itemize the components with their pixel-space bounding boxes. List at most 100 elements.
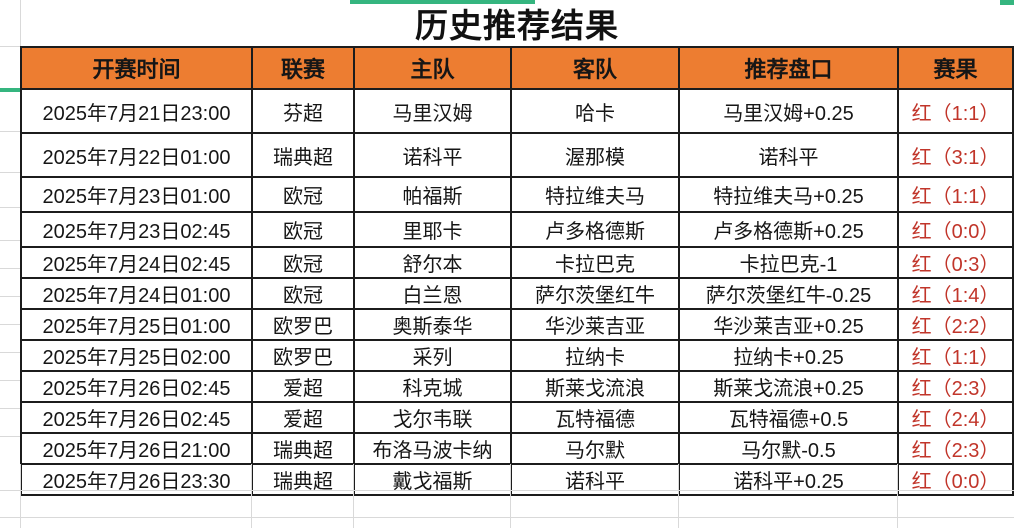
cell-handicap[interactable]: 特拉维夫马+0.25 (678, 176, 899, 213)
cell-kickoff-time[interactable]: 2025年7月26日21:00 (20, 432, 253, 465)
gridline (510, 464, 511, 528)
gridline (0, 46, 20, 47)
column-header-away-team[interactable]: 客队 (510, 46, 680, 90)
cell-league[interactable]: 芬超 (251, 88, 355, 134)
cell-home-team[interactable]: 白兰恩 (353, 277, 512, 310)
cell-result[interactable]: 红（2:4） (897, 401, 1014, 434)
cell-away-team[interactable]: 瓦特福德 (510, 401, 680, 434)
cell-home-team[interactable]: 舒尔本 (353, 246, 512, 279)
selection-border-segment (0, 88, 20, 92)
cell-home-team[interactable]: 帕福斯 (353, 176, 512, 213)
column-header-home-team[interactable]: 主队 (353, 46, 512, 90)
cell-league[interactable]: 欧罗巴 (251, 339, 355, 372)
cell-result[interactable]: 红（2:3） (897, 432, 1014, 465)
cell-result[interactable]: 红（0:3） (897, 246, 1014, 279)
gridline (0, 517, 1014, 518)
gridline (897, 464, 898, 528)
cell-home-team[interactable]: 科克城 (353, 370, 512, 403)
gridline (0, 324, 20, 325)
table-row: 2025年7月24日01:00 欧冠 白兰恩 萨尔茨堡红牛 萨尔茨堡红牛-0.2… (20, 277, 1014, 310)
column-header-result[interactable]: 赛果 (897, 46, 1014, 90)
table-row: 2025年7月23日02:45 欧冠 里耶卡 卢多格德斯 卢多格德斯+0.25 … (20, 211, 1014, 248)
cell-handicap[interactable]: 卢多格德斯+0.25 (678, 211, 899, 248)
cell-away-team[interactable]: 斯莱戈流浪 (510, 370, 680, 403)
gridline (0, 268, 20, 269)
table-row: 2025年7月25日01:00 欧罗巴 奥斯泰华 华沙莱吉亚 华沙莱吉亚+0.2… (20, 308, 1014, 341)
cell-away-team[interactable]: 马尔默 (510, 432, 680, 465)
cell-home-team[interactable]: 马里汉姆 (353, 88, 512, 134)
cell-kickoff-time[interactable]: 2025年7月26日02:45 (20, 401, 253, 434)
cell-handicap[interactable]: 拉纳卡+0.25 (678, 339, 899, 372)
cell-handicap[interactable]: 马里汉姆+0.25 (678, 88, 899, 134)
cell-league[interactable]: 爱超 (251, 370, 355, 403)
table-header-row: 开赛时间 联赛 主队 客队 推荐盘口 赛果 (20, 46, 1014, 90)
cell-home-team[interactable]: 奥斯泰华 (353, 308, 512, 341)
cell-kickoff-time[interactable]: 2025年7月25日01:00 (20, 308, 253, 341)
cell-result[interactable]: 红（3:1） (897, 132, 1014, 178)
cell-home-team[interactable]: 布洛马波卡纳 (353, 432, 512, 465)
cell-league[interactable]: 欧冠 (251, 211, 355, 248)
cell-kickoff-time[interactable]: 2025年7月23日02:45 (20, 211, 253, 248)
column-header-league[interactable]: 联赛 (251, 46, 355, 90)
cell-result[interactable]: 红（1:1） (897, 339, 1014, 372)
table-row: 2025年7月23日01:00 欧冠 帕福斯 特拉维夫马 特拉维夫马+0.25 … (20, 176, 1014, 213)
cell-away-team[interactable]: 哈卡 (510, 88, 680, 134)
table-row: 2025年7月26日21:00 瑞典超 布洛马波卡纳 马尔默 马尔默-0.5 红… (20, 432, 1014, 465)
cell-result[interactable]: 红（1:1） (897, 176, 1014, 213)
cell-home-team[interactable]: 采列 (353, 339, 512, 372)
table-row: 2025年7月21日23:00 芬超 马里汉姆 哈卡 马里汉姆+0.25 红（1… (20, 88, 1014, 134)
table-row: 2025年7月26日02:45 爱超 戈尔韦联 瓦特福德 瓦特福德+0.5 红（… (20, 401, 1014, 434)
cell-league[interactable]: 瑞典超 (251, 432, 355, 465)
cell-handicap[interactable]: 马尔默-0.5 (678, 432, 899, 465)
cell-away-team[interactable]: 卡拉巴克 (510, 246, 680, 279)
gridline (353, 464, 354, 528)
cell-result[interactable]: 红（1:4） (897, 277, 1014, 310)
cell-result[interactable]: 红（0:0） (897, 211, 1014, 248)
cell-kickoff-time[interactable]: 2025年7月21日23:00 (20, 88, 253, 134)
cell-league[interactable]: 欧罗巴 (251, 308, 355, 341)
gridline (0, 380, 20, 381)
cell-handicap[interactable]: 斯莱戈流浪+0.25 (678, 370, 899, 403)
cell-handicap[interactable]: 卡拉巴克-1 (678, 246, 899, 279)
gridline (0, 408, 20, 409)
cell-kickoff-time[interactable]: 2025年7月22日01:00 (20, 132, 253, 178)
table-row: 2025年7月26日02:45 爱超 科克城 斯莱戈流浪 斯莱戈流浪+0.25 … (20, 370, 1014, 403)
cell-home-team[interactable]: 诺科平 (353, 132, 512, 178)
cell-kickoff-time[interactable]: 2025年7月24日02:45 (20, 246, 253, 279)
cell-kickoff-time[interactable]: 2025年7月23日01:00 (20, 176, 253, 213)
cell-result[interactable]: 红（1:1） (897, 88, 1014, 134)
gridline (678, 464, 679, 528)
column-header-handicap[interactable]: 推荐盘口 (678, 46, 899, 90)
gridline (0, 352, 20, 353)
cell-away-team[interactable]: 卢多格德斯 (510, 211, 680, 248)
gridline (0, 131, 20, 132)
gridline (251, 464, 252, 528)
cell-league[interactable]: 欧冠 (251, 176, 355, 213)
cell-away-team[interactable]: 特拉维夫马 (510, 176, 680, 213)
cell-kickoff-time[interactable]: 2025年7月24日01:00 (20, 277, 253, 310)
cell-kickoff-time[interactable]: 2025年7月26日02:45 (20, 370, 253, 403)
cell-away-team[interactable]: 拉纳卡 (510, 339, 680, 372)
cell-handicap[interactable]: 华沙莱吉亚+0.25 (678, 308, 899, 341)
gridline (0, 172, 20, 173)
cell-result[interactable]: 红（2:2） (897, 308, 1014, 341)
cell-away-team[interactable]: 华沙莱吉亚 (510, 308, 680, 341)
gridline (0, 207, 20, 208)
cell-away-team[interactable]: 渥那模 (510, 132, 680, 178)
cell-handicap[interactable]: 诺科平 (678, 132, 899, 178)
cell-league[interactable]: 瑞典超 (251, 132, 355, 178)
cell-kickoff-time[interactable]: 2025年7月25日02:00 (20, 339, 253, 372)
column-header-time[interactable]: 开赛时间 (20, 46, 253, 90)
cell-home-team[interactable]: 里耶卡 (353, 211, 512, 248)
cell-home-team[interactable]: 戈尔韦联 (353, 401, 512, 434)
cell-handicap[interactable]: 萨尔茨堡红牛-0.25 (678, 277, 899, 310)
page-title: 历史推荐结果 (415, 7, 619, 44)
gridline (20, 0, 21, 46)
cell-result[interactable]: 红（2:3） (897, 370, 1014, 403)
cell-league[interactable]: 爱超 (251, 401, 355, 434)
cell-handicap[interactable]: 瓦特福德+0.5 (678, 401, 899, 434)
cell-league[interactable]: 欧冠 (251, 246, 355, 279)
cell-league[interactable]: 欧冠 (251, 277, 355, 310)
cell-away-team[interactable]: 萨尔茨堡红牛 (510, 277, 680, 310)
